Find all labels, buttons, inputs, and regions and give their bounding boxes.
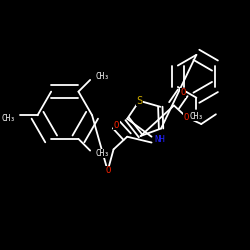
Text: CH₃: CH₃ (95, 72, 109, 82)
Text: O: O (105, 166, 110, 175)
Text: S: S (136, 96, 142, 106)
Text: O: O (184, 113, 189, 122)
Text: CH₃: CH₃ (190, 112, 203, 121)
Text: O: O (180, 88, 186, 97)
Text: NH: NH (154, 135, 165, 144)
Text: O: O (114, 120, 119, 130)
Text: CH₃: CH₃ (1, 114, 15, 123)
Text: CH₃: CH₃ (95, 149, 109, 158)
